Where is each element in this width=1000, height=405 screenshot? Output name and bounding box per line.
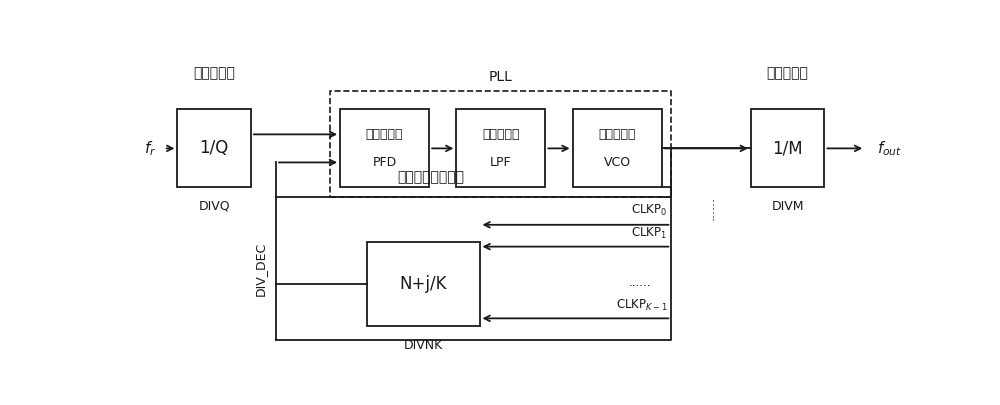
Bar	[367, 242, 480, 326]
Text: $f_{out}$: $f_{out}$	[877, 139, 902, 158]
Text: ......: ......	[704, 196, 717, 220]
Text: ......: ......	[629, 276, 652, 289]
Bar	[177, 109, 251, 188]
Text: 1/M: 1/M	[772, 139, 803, 158]
Text: CLKP$_0$: CLKP$_0$	[631, 203, 668, 218]
Text: PLL: PLL	[489, 70, 513, 85]
Text: 1/Q: 1/Q	[200, 139, 229, 158]
Text: $f_r$: $f_r$	[144, 139, 157, 158]
Bar	[340, 109, 429, 188]
Text: 压控振荡器: 压控振荡器	[598, 128, 636, 141]
Text: DIVM: DIVM	[771, 200, 804, 213]
Bar	[573, 109, 662, 188]
Text: DIVNK: DIVNK	[404, 339, 443, 352]
Text: 低通滤波器: 低通滤波器	[482, 128, 520, 141]
Bar	[751, 109, 824, 188]
Text: 鉴频鉴相器: 鉴频鉴相器	[366, 128, 403, 141]
Text: 参考分频器: 参考分频器	[193, 66, 235, 80]
Text: CLKP$_{K-1}$: CLKP$_{K-1}$	[616, 298, 668, 313]
Text: PFD: PFD	[372, 156, 397, 168]
Text: 输出分频器: 输出分频器	[767, 66, 809, 80]
Text: DIVQ: DIVQ	[198, 200, 230, 213]
Text: VCO: VCO	[604, 156, 631, 168]
Text: N+j/K: N+j/K	[400, 275, 447, 293]
Text: 多相位环路分频器: 多相位环路分频器	[398, 170, 465, 184]
Bar	[456, 109, 545, 188]
Text: LPF: LPF	[490, 156, 512, 168]
Text: DIV_DEC: DIV_DEC	[254, 241, 267, 296]
Text: CLKP$_1$: CLKP$_1$	[631, 226, 668, 241]
